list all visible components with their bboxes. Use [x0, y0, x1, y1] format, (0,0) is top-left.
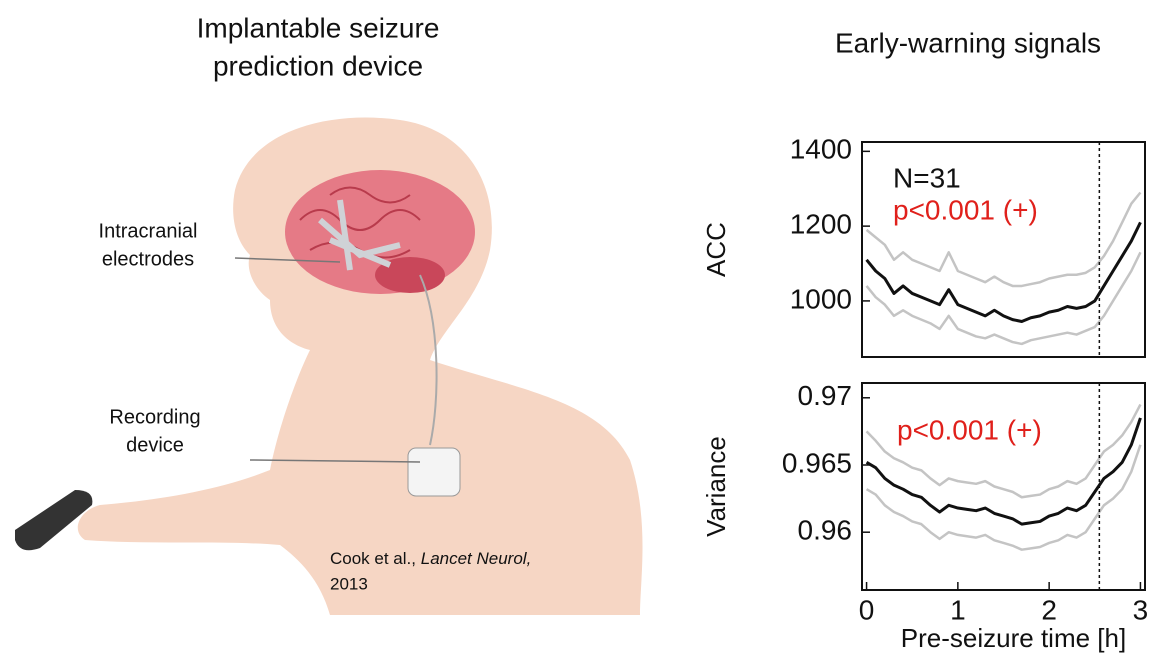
x-tick-label: 1 [950, 594, 966, 625]
annotation: p<0.001 (+) [893, 194, 1038, 225]
y-axis-label: ACC [701, 222, 731, 277]
y-tick-label: 1000 [790, 283, 852, 314]
y-axis-label: Variance [701, 436, 731, 537]
electrodes-label: electrodes [102, 248, 194, 270]
citation-authors: Cook et al., [330, 549, 416, 568]
y-tick-label: 0.96 [798, 515, 853, 546]
y-tick-label: 0.97 [798, 380, 853, 411]
x-tick-label: 3 [1133, 594, 1149, 625]
citation-journal: Lancet Neurol, [421, 549, 532, 568]
illustration-title: prediction device [213, 50, 423, 81]
y-tick-label: 1400 [790, 134, 852, 165]
electrodes-label: Intracranial [99, 220, 198, 242]
page: Implantable seizure prediction device In… [0, 0, 1158, 657]
citation-year: 2013 [330, 574, 368, 593]
x-tick-label: 0 [859, 594, 875, 625]
illustration-title: Implantable seizure [197, 12, 440, 43]
x-tick-label: 2 [1041, 594, 1057, 625]
citation: Cook et al., Lancet Neurol, [330, 549, 531, 568]
implant [408, 448, 460, 496]
device-label: device [126, 434, 184, 456]
figure: Implantable seizure prediction device In… [0, 0, 1158, 657]
x-axis-label: Pre-seizure time [h] [901, 623, 1126, 653]
illustration: Implantable seizure prediction device In… [15, 12, 643, 615]
y-tick-label: 1200 [790, 209, 852, 240]
y-tick-label: 0.965 [782, 447, 852, 478]
device-label: Recording [109, 406, 200, 428]
annotation: N=31 [893, 162, 961, 193]
annotation: p<0.001 (+) [897, 414, 1042, 445]
panel-title: Early-warning signals [835, 27, 1101, 58]
